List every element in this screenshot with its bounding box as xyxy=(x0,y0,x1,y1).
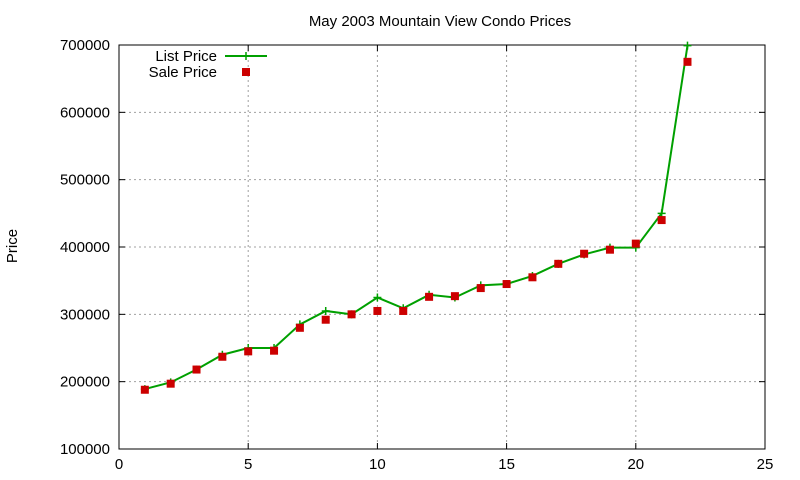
gridlines xyxy=(119,45,765,449)
sale-price-point xyxy=(399,306,408,315)
axes: 0 5 10 15 20 25 100000 200000 300000 400000 500000… xyxy=(60,37,773,473)
sale-price-point xyxy=(631,239,640,248)
sale-price-point xyxy=(528,273,537,282)
y-tick-label: 200000 xyxy=(60,374,110,391)
y-tick-label: 700000 xyxy=(60,37,110,54)
y-tick-label: 500000 xyxy=(60,172,110,189)
sale-price-point xyxy=(476,284,485,293)
list-price-line xyxy=(144,45,689,391)
y-tick-label: 600000 xyxy=(60,104,110,121)
sale-price-point xyxy=(683,57,692,66)
sale-price-point xyxy=(605,245,614,254)
series xyxy=(140,41,692,394)
y-axis-label: Price xyxy=(4,229,21,263)
legend-sale-price-marker xyxy=(242,68,250,76)
legend-list-price-marker xyxy=(242,52,250,60)
x-tick-label: 0 xyxy=(115,456,123,473)
sale-price-point xyxy=(192,365,201,374)
chart-title: May 2003 Mountain View Condo Prices xyxy=(309,13,571,30)
x-tick-label: 20 xyxy=(627,456,644,473)
sale-price-point xyxy=(270,346,279,355)
sale-price-point xyxy=(321,315,330,324)
sale-price-point xyxy=(140,385,149,394)
y-tick-label: 400000 xyxy=(60,239,110,256)
legend-label-sale-price: Sale Price xyxy=(149,64,217,81)
y-tick-label: 300000 xyxy=(60,306,110,323)
list-price-point xyxy=(683,41,692,50)
x-tick-label: 25 xyxy=(757,456,774,473)
sale-price-point xyxy=(425,292,434,301)
sale-price-point xyxy=(373,306,382,315)
x-tick-label: 5 xyxy=(244,456,252,473)
sale-price-point xyxy=(347,310,356,319)
sale-price-point xyxy=(166,379,175,388)
legend-label-list-price: List Price xyxy=(155,48,217,65)
sale-price-point xyxy=(450,292,459,301)
sale-price-point xyxy=(218,352,227,361)
sale-price-point xyxy=(244,347,253,356)
y-tick-label: 100000 xyxy=(60,441,110,458)
list-price-point xyxy=(321,306,330,315)
list-price-point xyxy=(373,293,382,302)
list-price-point xyxy=(657,209,666,218)
sale-price-point xyxy=(657,216,666,225)
x-tick-label: 10 xyxy=(369,456,386,473)
sale-price-point xyxy=(502,280,511,289)
sale-price-point xyxy=(554,259,563,268)
x-tick-label: 15 xyxy=(498,456,515,473)
sale-price-point xyxy=(295,323,304,332)
sale-price-point xyxy=(580,249,589,258)
